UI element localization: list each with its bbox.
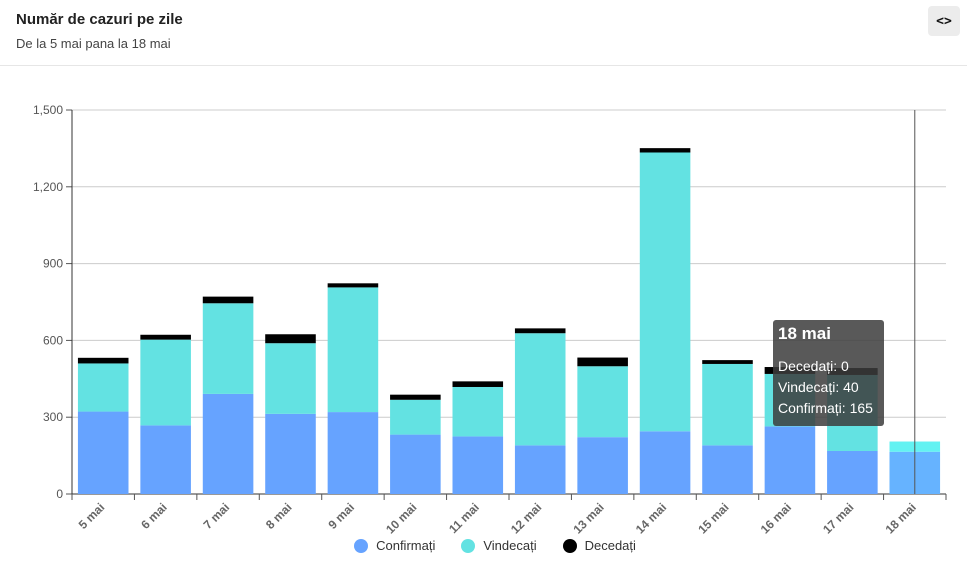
bar-Confirmați-8 mai[interactable]: [265, 413, 316, 494]
legend-label-confirmati: Confirmați: [376, 538, 436, 553]
bar-Confirmați-14 mai[interactable]: [639, 431, 691, 494]
tooltip-line-decedati: Decedați: 0: [778, 358, 849, 374]
tooltip-line-confirmati: Confirmați: 165: [778, 400, 873, 416]
bar-Vindecați-9 mai[interactable]: [327, 287, 379, 413]
bar-Confirmați-12 mai[interactable]: [514, 445, 566, 494]
bar-Vindecați-10 mai[interactable]: [390, 399, 441, 435]
bar-Confirmați-7 mai[interactable]: [202, 393, 254, 494]
card-header: Număr de cazuri pe zile De la 5 mai pana…: [0, 0, 967, 66]
legend-dot-confirmati: [354, 538, 369, 553]
chart-tooltip: 18 mai Decedați: 0 Vindecați: 40 Confirm…: [773, 320, 884, 426]
legend-item-vindecati[interactable]: Vindecați: [461, 538, 537, 553]
legend-dot-vindecati: [461, 538, 476, 553]
x-tick-label: 11 mai: [446, 500, 482, 536]
bar-Vindecați-15 mai[interactable]: [702, 363, 753, 446]
bar-Decedați-11 mai[interactable]: [452, 381, 504, 387]
legend-item-confirmati[interactable]: Confirmați: [354, 538, 435, 553]
bar-Vindecați-13 mai[interactable]: [577, 366, 628, 438]
bar-Confirmați-11 mai[interactable]: [452, 436, 504, 494]
bar-Vindecați-14 mai[interactable]: [639, 152, 691, 432]
tooltip-line-vindecati: Vindecați: 40: [778, 379, 859, 395]
x-tick-label: 6 mai: [138, 500, 170, 532]
bar-Confirmați-17 mai[interactable]: [827, 450, 878, 494]
bar-Decedați-9 mai[interactable]: [327, 283, 379, 288]
x-tick-label: 8 mai: [263, 500, 295, 532]
x-tick-label: 15 mai: [695, 500, 731, 536]
bar-Confirmați-5 mai[interactable]: [77, 411, 129, 494]
bar-Confirmați-16 mai[interactable]: [764, 426, 816, 494]
bar-Decedați-10 mai[interactable]: [390, 394, 441, 400]
x-tick-label: 13 mai: [570, 500, 606, 536]
chart-title: Număr de cazuri pe zile: [16, 11, 183, 28]
y-tick-label: 0: [56, 487, 63, 501]
bar-Decedați-15 mai[interactable]: [702, 360, 753, 364]
stacked-bar-chart: 0 300 600 900 1,200 1,500 5 mai 6 mai 7 mai 8 mai…: [33, 103, 947, 537]
legend-label-vindecati: Vindecați: [483, 538, 537, 553]
bar-Vindecați-8 mai[interactable]: [265, 343, 316, 414]
y-tick-label: 1,500: [33, 103, 63, 117]
x-tick-label: 12 mai: [508, 500, 544, 536]
y-tick-label: 300: [43, 410, 63, 424]
bar-Confirmați-10 mai[interactable]: [390, 434, 441, 494]
bar-Confirmați-6 mai[interactable]: [140, 425, 191, 494]
bar-Vindecați-7 mai[interactable]: [202, 303, 254, 394]
legend-item-decedati[interactable]: Decedați: [562, 538, 636, 553]
chart-legend: Confirmați Vindecați Decedați: [0, 538, 967, 553]
bar-Confirmați-13 mai[interactable]: [577, 437, 628, 494]
chart-subtitle: De la 5 mai pana la 18 mai: [16, 36, 171, 51]
y-tick-label: 1,200: [33, 180, 63, 194]
x-tick-label: 18 mai: [883, 500, 919, 536]
bar-Confirmați-15 mai[interactable]: [702, 445, 753, 494]
x-tick-label: 9 mai: [325, 500, 357, 532]
bar-Confirmați-9 mai[interactable]: [327, 412, 379, 494]
bar-Vindecați-6 mai[interactable]: [140, 339, 191, 426]
bar-Vindecați-12 mai[interactable]: [514, 333, 566, 446]
x-tick-label: 17 mai: [820, 500, 856, 536]
bar-Decedați-5 mai[interactable]: [77, 357, 129, 364]
bar-Decedați-13 mai[interactable]: [577, 357, 628, 367]
bar-Decedați-14 mai[interactable]: [639, 148, 691, 153]
embed-code-button[interactable]: <>: [928, 6, 960, 36]
bar-Decedați-8 mai[interactable]: [265, 334, 316, 344]
bar-Decedați-7 mai[interactable]: [202, 296, 254, 304]
bar-Vindecați-11 mai[interactable]: [452, 386, 504, 437]
x-tick-label: 7 mai: [201, 500, 233, 532]
x-tick-label: 16 mai: [758, 500, 794, 536]
legend-label-decedati: Decedați: [584, 538, 636, 553]
bar-Decedați-6 mai[interactable]: [140, 334, 191, 340]
x-tick-label: 5 mai: [76, 500, 108, 532]
legend-dot-decedati: [562, 538, 577, 553]
x-tick-label: 14 mai: [633, 500, 669, 536]
x-tick-label: 10 mai: [383, 500, 419, 536]
y-tick-label: 600: [43, 333, 63, 347]
bar-Decedați-12 mai[interactable]: [514, 328, 566, 334]
y-tick-label: 900: [43, 257, 63, 271]
bar-Vindecați-5 mai[interactable]: [77, 363, 129, 412]
tooltip-title: 18 mai: [778, 324, 831, 343]
